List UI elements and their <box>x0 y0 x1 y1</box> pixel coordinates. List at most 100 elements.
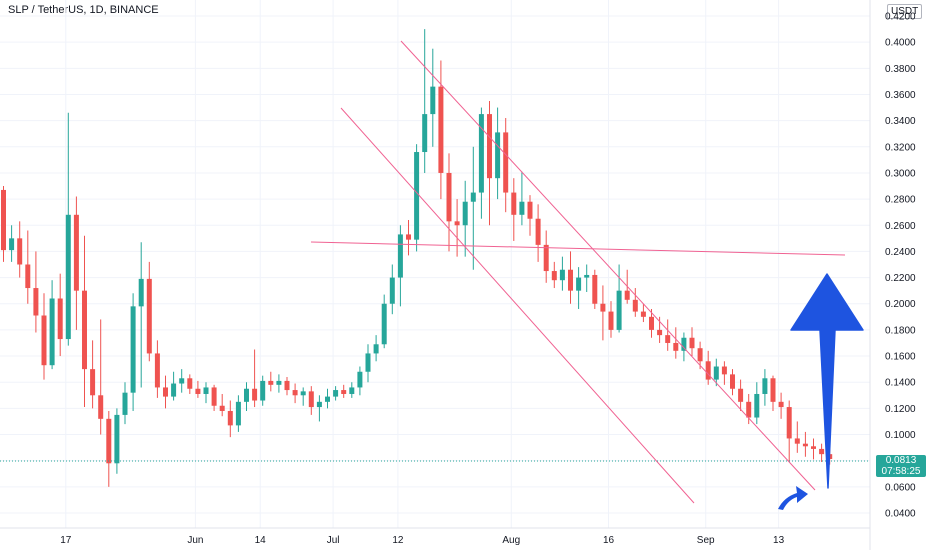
candle-down <box>778 392 784 419</box>
candle-body <box>511 192 517 215</box>
candle-down <box>195 380 201 398</box>
candle-body <box>778 401 784 408</box>
y-tick-label: 0.0600 <box>885 482 916 493</box>
candle-down <box>487 101 492 226</box>
y-tick-label: 0.4000 <box>885 38 916 49</box>
candle-up <box>325 388 330 409</box>
candle-down <box>705 350 711 385</box>
candle-body <box>357 371 363 388</box>
candle-up <box>49 280 55 370</box>
candle-body <box>195 388 201 394</box>
candle-down <box>219 393 225 417</box>
channel-lower-line[interactable] <box>340 107 695 504</box>
candle-down <box>535 204 541 262</box>
horizontal-resistance-line[interactable] <box>310 241 846 256</box>
y-tick-label: 0.2400 <box>885 247 916 258</box>
candle-body <box>341 390 347 394</box>
candle-down <box>689 327 695 357</box>
candle-down <box>721 361 727 385</box>
candle-body <box>543 244 549 272</box>
candle-body <box>535 218 541 245</box>
candle-body <box>770 378 776 402</box>
candle-up <box>681 332 687 362</box>
candle-body <box>211 387 217 406</box>
candle-body <box>422 114 428 153</box>
symbol-title: SLP / TetherUS, 1D, BINANCE <box>8 4 159 16</box>
candle-body <box>632 299 638 312</box>
candle-body <box>754 393 760 418</box>
candle-body <box>478 114 484 193</box>
candle-down <box>632 288 638 317</box>
candle-up <box>203 382 209 404</box>
y-tick-label: 0.4200 <box>885 12 916 23</box>
y-tick-label: 0.1600 <box>885 352 916 363</box>
candle-up <box>762 369 768 406</box>
candle-down <box>406 220 411 256</box>
candle-down <box>568 251 573 304</box>
candle-down <box>268 371 274 392</box>
candle-up <box>397 225 403 307</box>
price-axis[interactable]: 0.4200 0.4000 0.3800 0.3600 0.3400 0.3200 0.30… <box>885 12 916 520</box>
candle-body <box>325 396 330 402</box>
candle-body <box>730 374 735 389</box>
candle-body <box>519 201 525 215</box>
candle-body <box>276 380 282 385</box>
candle-body <box>584 274 590 278</box>
candle-down <box>57 273 63 357</box>
candle-down <box>665 319 671 351</box>
candle-up <box>179 369 185 393</box>
candle-up <box>754 382 760 425</box>
candle-up <box>389 264 395 315</box>
candle-body <box>503 132 509 193</box>
candle-body <box>17 238 23 265</box>
x-tick-label: Jun <box>187 535 203 546</box>
candle-body <box>300 391 306 396</box>
candle-down <box>308 386 314 415</box>
time-axis[interactable]: 17 Jun 14 Jul 12 Aug 16 Sep 13 <box>60 535 784 546</box>
candle-body <box>1 189 6 251</box>
y-tick-label: 0.3200 <box>885 142 916 153</box>
candle-body <box>762 378 768 394</box>
candle-body <box>819 448 825 455</box>
current-price-badge: 0.0813 07:58:25 <box>876 455 926 477</box>
candle-down <box>17 221 23 278</box>
candle-body <box>397 234 403 278</box>
x-tick-label: 16 <box>603 535 615 546</box>
candle-down <box>649 308 654 338</box>
x-tick-label: Sep <box>697 535 715 546</box>
candle-down <box>187 374 193 394</box>
currency-badge[interactable]: USDT <box>887 4 923 19</box>
candle-down <box>786 400 792 462</box>
candle-down <box>446 153 452 252</box>
candle-down <box>292 383 298 404</box>
candle-up <box>9 225 15 262</box>
candle-body <box>746 401 752 418</box>
candle-body <box>462 201 468 226</box>
x-tick-label: 17 <box>60 535 72 546</box>
curved-arrow-icon[interactable] <box>778 486 808 510</box>
candle-down <box>284 376 290 396</box>
y-tick-label: 0.1200 <box>885 404 916 415</box>
candle-body <box>624 290 630 300</box>
candle-body <box>333 390 339 397</box>
candle-body <box>665 335 671 343</box>
candle-up <box>65 112 71 346</box>
candle-body <box>406 234 411 240</box>
candle-up <box>130 293 136 411</box>
candle-body <box>430 86 436 115</box>
big-up-arrow-icon[interactable] <box>790 273 864 489</box>
candle-body <box>576 277 582 291</box>
channel-upper-line[interactable] <box>400 40 816 491</box>
candle-body <box>738 388 744 402</box>
candle-body <box>65 214 71 340</box>
candle-up <box>713 358 719 387</box>
candle-down <box>33 251 39 333</box>
candle-down <box>438 60 444 200</box>
candle-down <box>730 369 735 396</box>
candle-down <box>527 195 533 236</box>
candle-up <box>381 294 387 349</box>
candle-down <box>211 384 217 411</box>
candle-body <box>146 278 152 354</box>
candle-up <box>430 48 436 147</box>
